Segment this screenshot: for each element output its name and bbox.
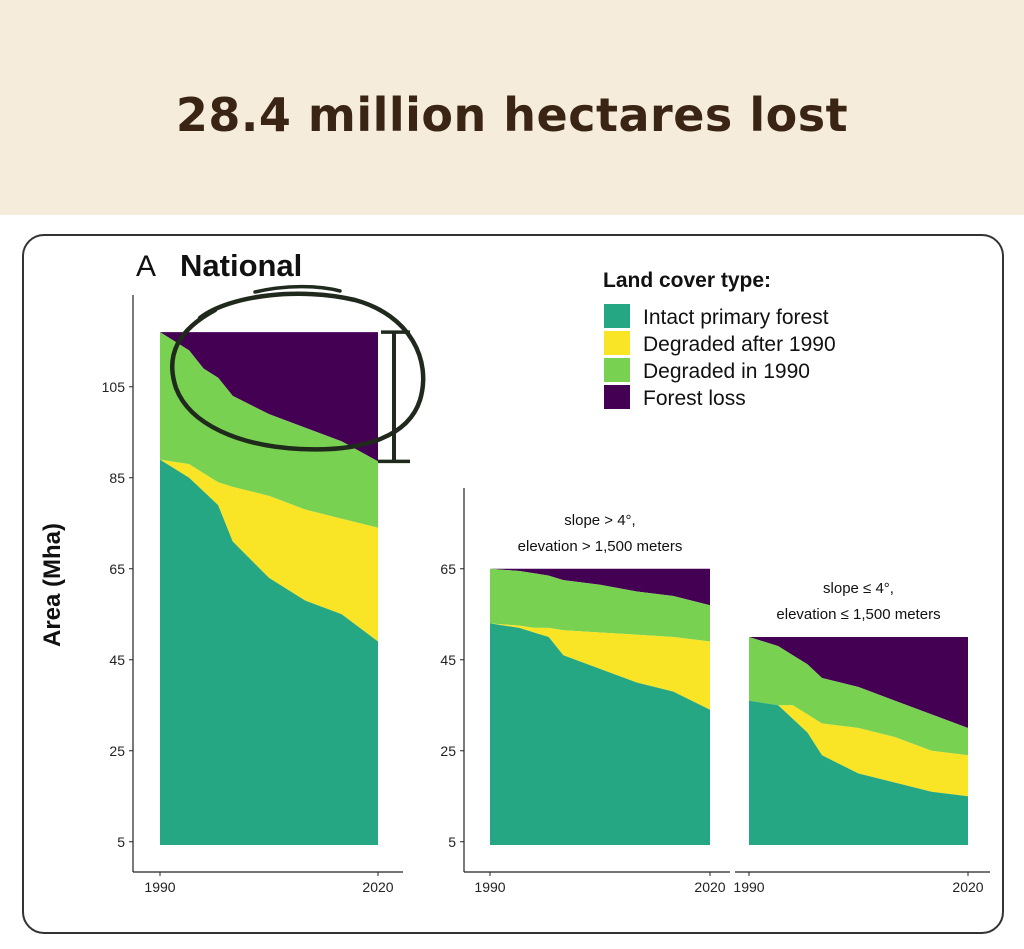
steep_high-degraded-after-1990-area <box>490 623 710 710</box>
steep_high-y-tick-label: 25 <box>440 743 456 759</box>
flat_low-x-tick-label: 2020 <box>952 879 983 895</box>
panel-label: A <box>136 250 156 283</box>
legend-label-degraded_after: Degraded after 1990 <box>643 333 836 356</box>
steep_high-y-tick-label: 5 <box>448 834 456 850</box>
national-x-tick-label: 2020 <box>362 879 393 895</box>
flat_low-facet-title: elevation ≤ 1,500 meters <box>776 606 940 623</box>
steep_high-facet-title: slope > 4°, <box>564 512 635 529</box>
national-x-tick-label: 1990 <box>144 879 175 895</box>
y-axis-title: Area (Mha) <box>39 523 66 647</box>
legend-label-loss: Forest loss <box>643 387 746 410</box>
national-y-tick-label: 65 <box>109 561 125 577</box>
legend-swatch-intact <box>604 304 630 328</box>
national-degraded-after-1990-area <box>160 459 378 642</box>
national-y-tick-label: 45 <box>109 652 125 668</box>
headline: 28.4 million hectares lost <box>175 88 849 142</box>
legend-swatch-degraded_in <box>604 358 630 382</box>
national-degraded-in-1990-area <box>160 332 378 528</box>
legend-title: Land cover type: <box>603 269 771 292</box>
annotation-circle-stroke <box>253 284 342 294</box>
steep_high-x-tick-label: 1990 <box>474 879 505 895</box>
flat_low-degraded-in-1990-area <box>749 637 968 756</box>
panel-title: National <box>180 248 302 283</box>
annotation-circle <box>170 291 426 452</box>
national-y-tick-label: 5 <box>117 834 125 850</box>
legend-swatch-loss <box>604 385 630 409</box>
steep_high-x-tick-label: 2020 <box>694 879 725 895</box>
national-intact-primary-forest-area <box>160 459 378 845</box>
legend-label-intact: Intact primary forest <box>643 306 829 329</box>
steep_high-intact-primary-forest-area <box>490 623 710 845</box>
national-y-tick-label: 85 <box>109 470 125 486</box>
steep_high-y-tick-label: 65 <box>440 561 456 577</box>
flat_low-x-tick-label: 1990 <box>733 879 764 895</box>
flat_low-intact-primary-forest-area <box>749 700 968 845</box>
legend-swatch-degraded_after <box>604 331 630 355</box>
steep_high-degraded-in-1990-area <box>490 568 710 642</box>
legend-label-degraded_in: Degraded in 1990 <box>643 360 810 383</box>
flat_low-forest-loss-area <box>749 637 968 728</box>
steep_high-facet-title: elevation > 1,500 meters <box>518 538 683 555</box>
national-forest-loss-area <box>160 332 378 462</box>
national-y-tick-label: 25 <box>109 743 125 759</box>
national-y-tick-label: 105 <box>102 379 126 395</box>
flat_low-degraded-after-1990-area <box>749 700 968 797</box>
steep_high-y-tick-label: 45 <box>440 652 456 668</box>
steep_high-forest-loss-area <box>490 568 710 606</box>
flat_low-facet-title: slope ≤ 4°, <box>823 580 894 597</box>
